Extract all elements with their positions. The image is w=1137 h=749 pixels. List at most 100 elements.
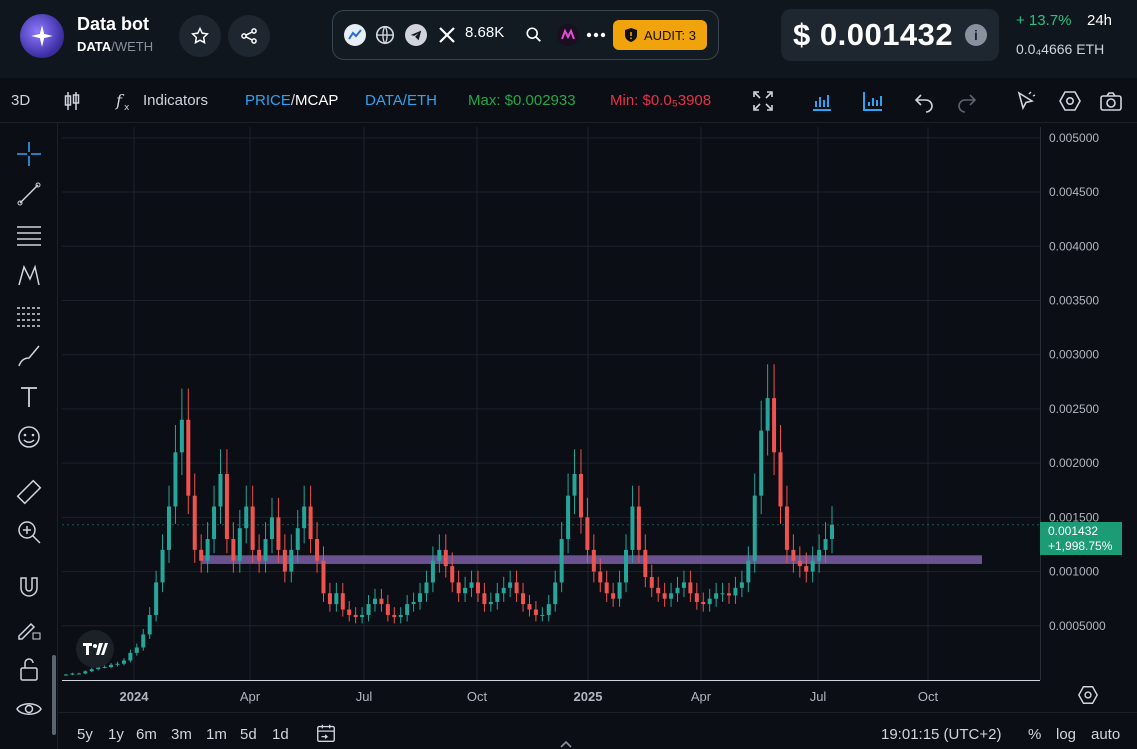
x-tick-label: 2024 [120, 689, 150, 704]
text-tool[interactable] [14, 382, 44, 412]
telegram-icon[interactable] [405, 24, 427, 46]
search-icon[interactable] [523, 24, 545, 46]
magnet-tool[interactable] [14, 573, 44, 603]
magic-cursor-icon[interactable] [1014, 89, 1038, 113]
last-price-value: 0.001432 [1048, 524, 1099, 538]
zoom-tool[interactable] [14, 517, 44, 547]
volume-icon[interactable] [861, 89, 885, 113]
candle-body [521, 593, 526, 605]
candle-body [701, 601, 706, 605]
mcap-option[interactable]: MCAP [295, 92, 339, 109]
projection-tool[interactable] [14, 301, 44, 331]
pattern-tool[interactable] [14, 260, 44, 290]
tradingview-logo[interactable] [76, 630, 114, 668]
dex-logo-icon[interactable] [557, 24, 579, 46]
candle-body [540, 614, 545, 616]
candle-body [707, 598, 712, 605]
chevron-up-icon[interactable] [560, 740, 572, 748]
x-followers-count: 8.68K [465, 24, 505, 41]
candle [553, 570, 558, 612]
time-axis[interactable]: 2024 Apr Jul Oct 2025 Apr Jul Oct [62, 680, 1040, 710]
candle-body [64, 674, 68, 676]
bars-chart-icon[interactable] [810, 89, 834, 113]
camera-icon[interactable] [1099, 89, 1123, 113]
chart-canvas[interactable] [62, 127, 1040, 680]
y-tick-label: 0.004500 [1049, 185, 1099, 199]
candle [263, 522, 268, 573]
settings-hex-icon[interactable] [1058, 89, 1082, 113]
brush-tool[interactable] [14, 341, 44, 371]
range-1m[interactable]: 1m [206, 726, 227, 743]
range-5d[interactable]: 5d [240, 726, 257, 743]
candle [257, 534, 262, 573]
range-1y[interactable]: 1y [108, 726, 124, 743]
range-3m[interactable]: 3m [171, 726, 192, 743]
log-toggle[interactable]: log [1056, 726, 1077, 743]
audit-badge[interactable]: AUDIT: 3 [613, 20, 707, 50]
candle-body [553, 582, 558, 605]
price-display: $ 0.001432 i [781, 9, 999, 61]
price-option[interactable]: PRICE [245, 92, 291, 109]
redo-icon[interactable] [955, 89, 979, 113]
candle-body [636, 506, 641, 550]
x-twitter-icon[interactable] [436, 24, 458, 46]
candle-body [327, 593, 332, 605]
more-options-icon[interactable] [585, 24, 607, 46]
trend-line-tool[interactable] [14, 179, 44, 209]
candle-body [469, 582, 474, 588]
calendar-goto-icon[interactable] [315, 722, 337, 744]
candle [102, 665, 107, 669]
ruler-tool[interactable] [14, 477, 44, 507]
candle-body [160, 549, 165, 583]
candle [205, 522, 210, 573]
range-5y[interactable]: 5y [77, 726, 93, 743]
candle [649, 564, 654, 598]
visibility-tool[interactable] [14, 694, 44, 724]
candle [739, 570, 744, 598]
auto-toggle[interactable]: auto [1091, 726, 1121, 743]
fib-tool[interactable] [14, 220, 44, 250]
undo-icon[interactable] [912, 89, 936, 113]
price-chart[interactable] [62, 127, 1040, 680]
candle [83, 670, 88, 675]
candle [237, 509, 242, 573]
candle [804, 552, 809, 583]
candle-body [173, 452, 178, 507]
share-button[interactable] [228, 15, 270, 57]
candle [302, 485, 307, 544]
chart-settings-icon[interactable] [1077, 684, 1099, 706]
range-6m[interactable]: 6m [136, 726, 157, 743]
y-tick-label: 0.0005000 [1049, 619, 1106, 633]
candle-type-icon[interactable] [60, 89, 84, 113]
candle-body [463, 587, 468, 594]
emoji-tool[interactable] [14, 422, 44, 452]
candle [121, 658, 126, 666]
info-icon[interactable]: i [965, 24, 987, 46]
price-mcap-toggle[interactable]: PRICE/MCAP [245, 92, 338, 109]
fullscreen-icon[interactable] [751, 89, 775, 113]
candle-body [212, 506, 217, 540]
audit-label: AUDIT: 3 [643, 27, 696, 43]
lock-tool[interactable] [14, 654, 44, 684]
crosshair-tool[interactable] [14, 139, 44, 169]
candle [405, 594, 410, 622]
percent-toggle[interactable]: % [1028, 726, 1042, 743]
3d-toggle[interactable]: 3D [11, 92, 31, 109]
candle-body [76, 673, 81, 675]
x-tick-label: Apr [240, 689, 261, 704]
coinmarket-icon[interactable] [344, 24, 366, 46]
crosshair-icon [17, 142, 41, 166]
pair-toggle[interactable]: DATA/ETH [365, 92, 437, 109]
candle [134, 643, 139, 656]
price-axis[interactable]: 0.005000 0.004500 0.004000 0.003500 0.003000… [1040, 127, 1137, 680]
sidebar-scrollbar[interactable] [52, 655, 56, 735]
indicators-button[interactable]: Indicators [143, 92, 209, 109]
range-1d[interactable]: 1d [272, 726, 289, 743]
candle [701, 592, 706, 612]
website-globe-icon[interactable] [374, 24, 396, 46]
lock-draw-tool[interactable] [14, 613, 44, 643]
favorite-button[interactable] [179, 15, 221, 57]
candle [546, 594, 551, 622]
candle-body [784, 506, 789, 550]
